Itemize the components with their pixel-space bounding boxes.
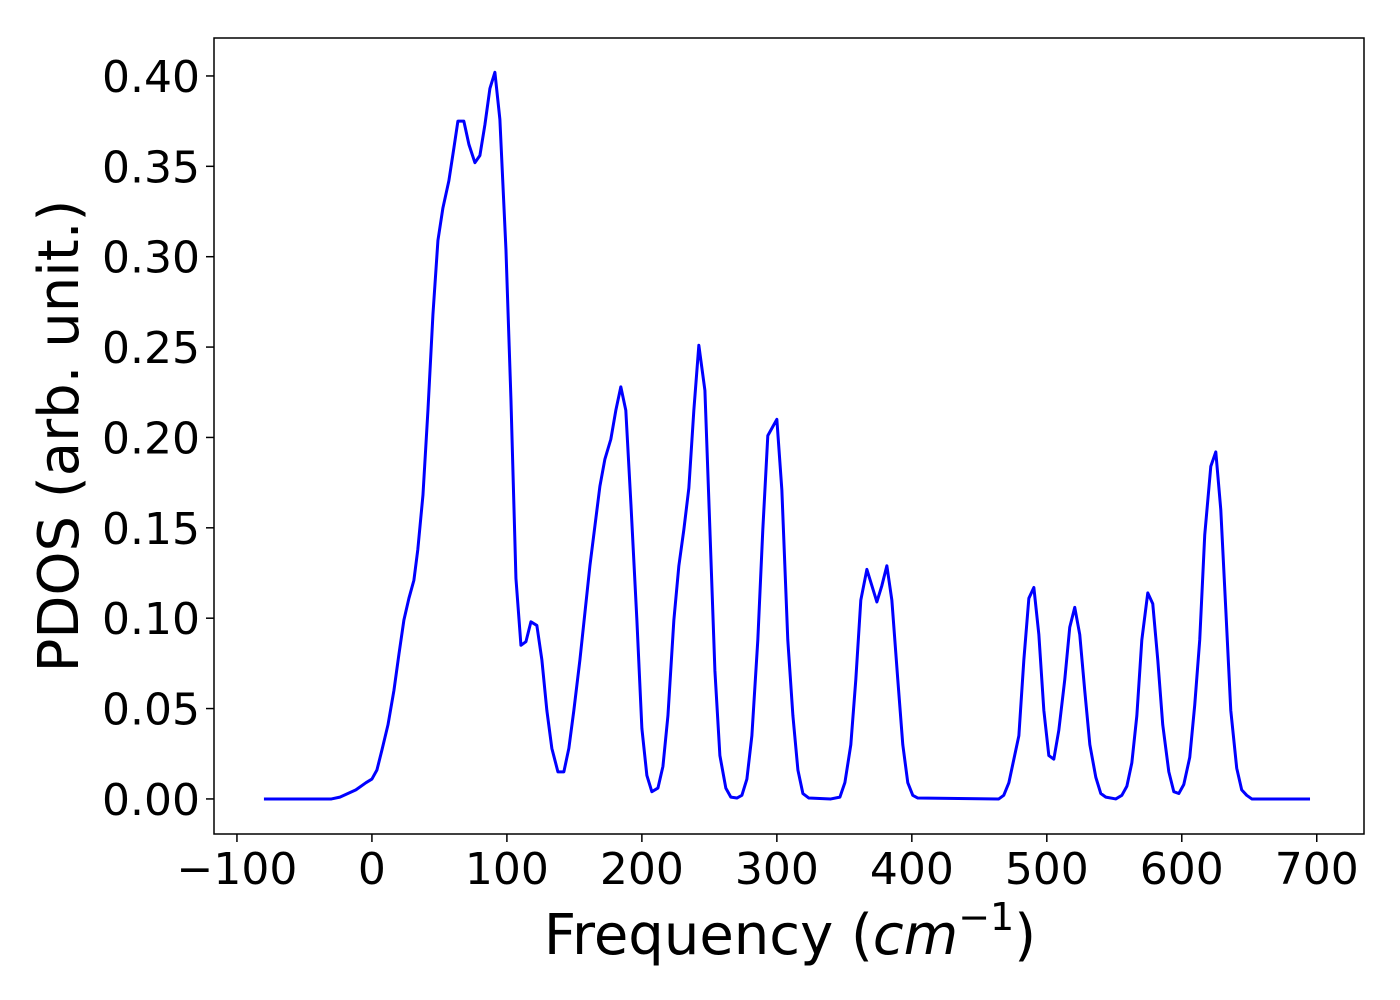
x-tick-label: 500: [1005, 844, 1089, 895]
plot-frame: [213, 37, 1365, 835]
x-tick-label: 300: [735, 844, 819, 895]
x-label-text: Frequency (: [544, 903, 873, 968]
y-tick-label: 0.35: [102, 142, 200, 193]
x-tick-label: 100: [465, 844, 549, 895]
x-tick-label: 400: [870, 844, 954, 895]
x-axis-label: Frequency (cm−1): [544, 895, 1036, 968]
y-tick-label: 0.15: [102, 504, 200, 555]
y-tick-label: 0.20: [102, 413, 200, 464]
x-label-sup: −1: [958, 895, 1014, 939]
y-axis-label: PDOS (arb. unit.): [27, 200, 92, 673]
x-tick-label: 0: [358, 844, 386, 895]
x-tick-label: −100: [177, 844, 298, 895]
x-label-end: ): [1014, 903, 1036, 968]
y-tick-label: 0.05: [102, 685, 200, 736]
y-tick-label: 0.10: [102, 594, 200, 645]
x-tick-label: 600: [1140, 844, 1224, 895]
data-line: [263, 70, 1311, 801]
y-tick-label: 0.00: [102, 775, 200, 826]
x-label-math: cm: [873, 903, 958, 968]
y-tick-label: 0.40: [102, 52, 200, 103]
y-tick-label: 0.30: [102, 233, 200, 284]
y-tick-label: 0.25: [102, 323, 200, 374]
x-tick-label: 200: [600, 844, 684, 895]
x-tick-label: 700: [1275, 844, 1359, 895]
